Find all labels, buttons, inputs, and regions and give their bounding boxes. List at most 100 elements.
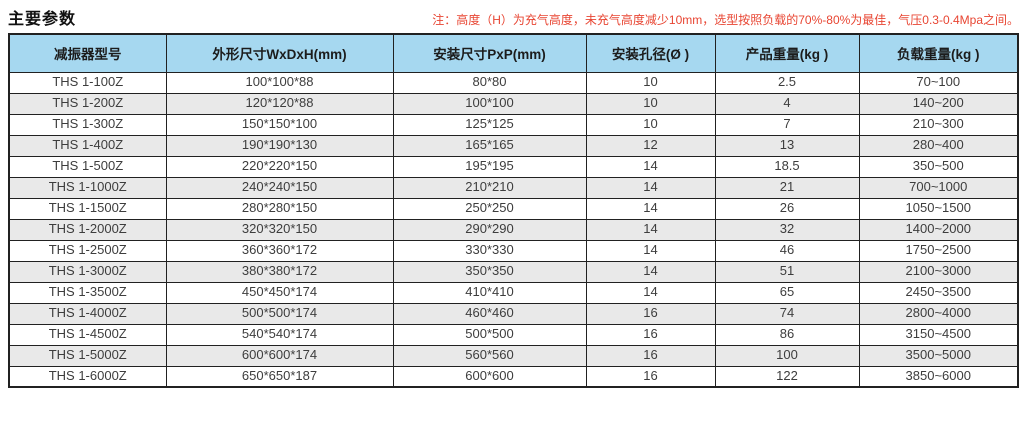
table-cell: THS 1-2000Z	[8, 218, 167, 241]
table-cell: 280~400	[858, 134, 1019, 157]
table-cell: 3850~6000	[858, 365, 1019, 388]
table-cell: THS 1-200Z	[8, 92, 167, 115]
table-row: THS 1-200Z 120*120*88 100*100 10 4 140~200	[8, 92, 1019, 115]
note-text: 注：高度（H）为充气高度，未充气高度减少10mm，选型按照负载的70%-80%为…	[432, 12, 1019, 27]
table-cell: THS 1-6000Z	[8, 365, 167, 388]
table-cell: 14	[585, 155, 716, 178]
table-row: THS 1-500Z 220*220*150 195*195 14 18.5 350~50…	[8, 155, 1019, 178]
table-cell: 220*220*150	[165, 155, 394, 178]
table-cell: 26	[714, 197, 860, 220]
table-cell: 10	[585, 71, 716, 94]
table-row: THS 1-2000Z 320*320*150 290*290 14 32 1400~20…	[8, 218, 1019, 241]
table-row: THS 1-300Z 150*150*100 125*125 10 7 210~300	[8, 113, 1019, 136]
table-cell: 80*80	[392, 71, 587, 94]
table-cell: 18.5	[714, 155, 860, 178]
table-cell: 122	[714, 365, 860, 388]
table-cell: 165*165	[392, 134, 587, 157]
table-row: THS 1-3500Z 450*450*174 410*410 14 65 2450~35…	[8, 281, 1019, 304]
table-cell: 210~300	[858, 113, 1019, 136]
table-cell: 14	[585, 218, 716, 241]
table-cell: 100*100	[392, 92, 587, 115]
page-title: 主要参数	[8, 10, 77, 28]
table-header-cell: 负载重量(kg )	[858, 33, 1019, 73]
table-row: THS 1-6000Z 650*650*187 600*600 16 122 3850~6…	[8, 365, 1019, 388]
table-cell: THS 1-1500Z	[8, 197, 167, 220]
table-cell: THS 1-500Z	[8, 155, 167, 178]
table-cell: 100*100*88	[165, 71, 394, 94]
table-cell: 540*540*174	[165, 323, 394, 346]
table-cell: 380*380*172	[165, 260, 394, 283]
table-cell: 450*450*174	[165, 281, 394, 304]
table-cell: 65	[714, 281, 860, 304]
table-cell: 150*150*100	[165, 113, 394, 136]
table-row: THS 1-2500Z 360*360*172 330*330 14 46 1750~25…	[8, 239, 1019, 262]
table-header-row: 减振器型号 外形尺寸WxDxH(mm) 安装尺寸PxP(mm) 安装孔径(Ø ) 产品重…	[8, 33, 1019, 73]
table-cell: 700~1000	[858, 176, 1019, 199]
table-cell: 14	[585, 176, 716, 199]
table-cell: 250*250	[392, 197, 587, 220]
table-cell: THS 1-3000Z	[8, 260, 167, 283]
table-row: THS 1-100Z 100*100*88 80*80 10 2.5 70~100	[8, 71, 1019, 94]
table-cell: 32	[714, 218, 860, 241]
table-cell: 460*460	[392, 302, 587, 325]
table-cell: 290*290	[392, 218, 587, 241]
table-cell: 360*360*172	[165, 239, 394, 262]
table-row: THS 1-1500Z 280*280*150 250*250 14 26 1050~15…	[8, 197, 1019, 220]
page-header: 主要参数 注：高度（H）为充气高度，未充气高度减少10mm，选型按照负载的70%…	[0, 0, 1025, 33]
table-cell: 51	[714, 260, 860, 283]
table-cell: THS 1-100Z	[8, 71, 167, 94]
table-row: THS 1-4500Z 540*540*174 500*500 16 86 3150~45…	[8, 323, 1019, 346]
table-cell: 86	[714, 323, 860, 346]
table-cell: 125*125	[392, 113, 587, 136]
table-row: THS 1-3000Z 380*380*172 350*350 14 51 2100~30…	[8, 260, 1019, 283]
table-header-cell: 安装孔径(Ø )	[585, 33, 716, 73]
table-cell: 16	[585, 302, 716, 325]
table-cell: 46	[714, 239, 860, 262]
table-cell: 600*600*174	[165, 344, 394, 367]
table-cell: THS 1-5000Z	[8, 344, 167, 367]
table-cell: 21	[714, 176, 860, 199]
table-cell: 500*500	[392, 323, 587, 346]
table-cell: 1400~2000	[858, 218, 1019, 241]
table-cell: 2100~3000	[858, 260, 1019, 283]
table-cell: 16	[585, 365, 716, 388]
table-cell: THS 1-400Z	[8, 134, 167, 157]
table-cell: 210*210	[392, 176, 587, 199]
table-head: 减振器型号 外形尺寸WxDxH(mm) 安装尺寸PxP(mm) 安装孔径(Ø ) 产品重…	[8, 33, 1019, 73]
table-cell: 1750~2500	[858, 239, 1019, 262]
table-row: THS 1-4000Z 500*500*174 460*460 16 74 2800~40…	[8, 302, 1019, 325]
table-cell: 140~200	[858, 92, 1019, 115]
table-cell: 70~100	[858, 71, 1019, 94]
table-cell: 100	[714, 344, 860, 367]
table-cell: 190*190*130	[165, 134, 394, 157]
table-header-cell: 安装尺寸PxP(mm)	[392, 33, 587, 73]
table-cell: 10	[585, 113, 716, 136]
table-header-cell: 产品重量(kg )	[714, 33, 860, 73]
table-cell: 600*600	[392, 365, 587, 388]
table-cell: 1050~1500	[858, 197, 1019, 220]
table-cell: 410*410	[392, 281, 587, 304]
table-cell: THS 1-1000Z	[8, 176, 167, 199]
table-cell: 74	[714, 302, 860, 325]
table-cell: 4	[714, 92, 860, 115]
table-cell: 560*560	[392, 344, 587, 367]
table-cell: 7	[714, 113, 860, 136]
table-cell: 12	[585, 134, 716, 157]
table-cell: 16	[585, 344, 716, 367]
table-cell: 650*650*187	[165, 365, 394, 388]
parameters-table: 减振器型号 外形尺寸WxDxH(mm) 安装尺寸PxP(mm) 安装孔径(Ø ) 产品重…	[8, 33, 1019, 388]
table-cell: THS 1-2500Z	[8, 239, 167, 262]
table-cell: 2800~4000	[858, 302, 1019, 325]
table-cell: 330*330	[392, 239, 587, 262]
table-cell: THS 1-300Z	[8, 113, 167, 136]
table-row: THS 1-1000Z 240*240*150 210*210 14 21 700~100…	[8, 176, 1019, 199]
table-cell: 195*195	[392, 155, 587, 178]
table-cell: 3150~4500	[858, 323, 1019, 346]
table-row: THS 1-400Z 190*190*130 165*165 12 13 280~400	[8, 134, 1019, 157]
table-cell: 350*350	[392, 260, 587, 283]
table-cell: THS 1-3500Z	[8, 281, 167, 304]
table-header-cell: 减振器型号	[8, 33, 167, 73]
table-cell: 350~500	[858, 155, 1019, 178]
table-cell: 13	[714, 134, 860, 157]
table-cell: 2450~3500	[858, 281, 1019, 304]
